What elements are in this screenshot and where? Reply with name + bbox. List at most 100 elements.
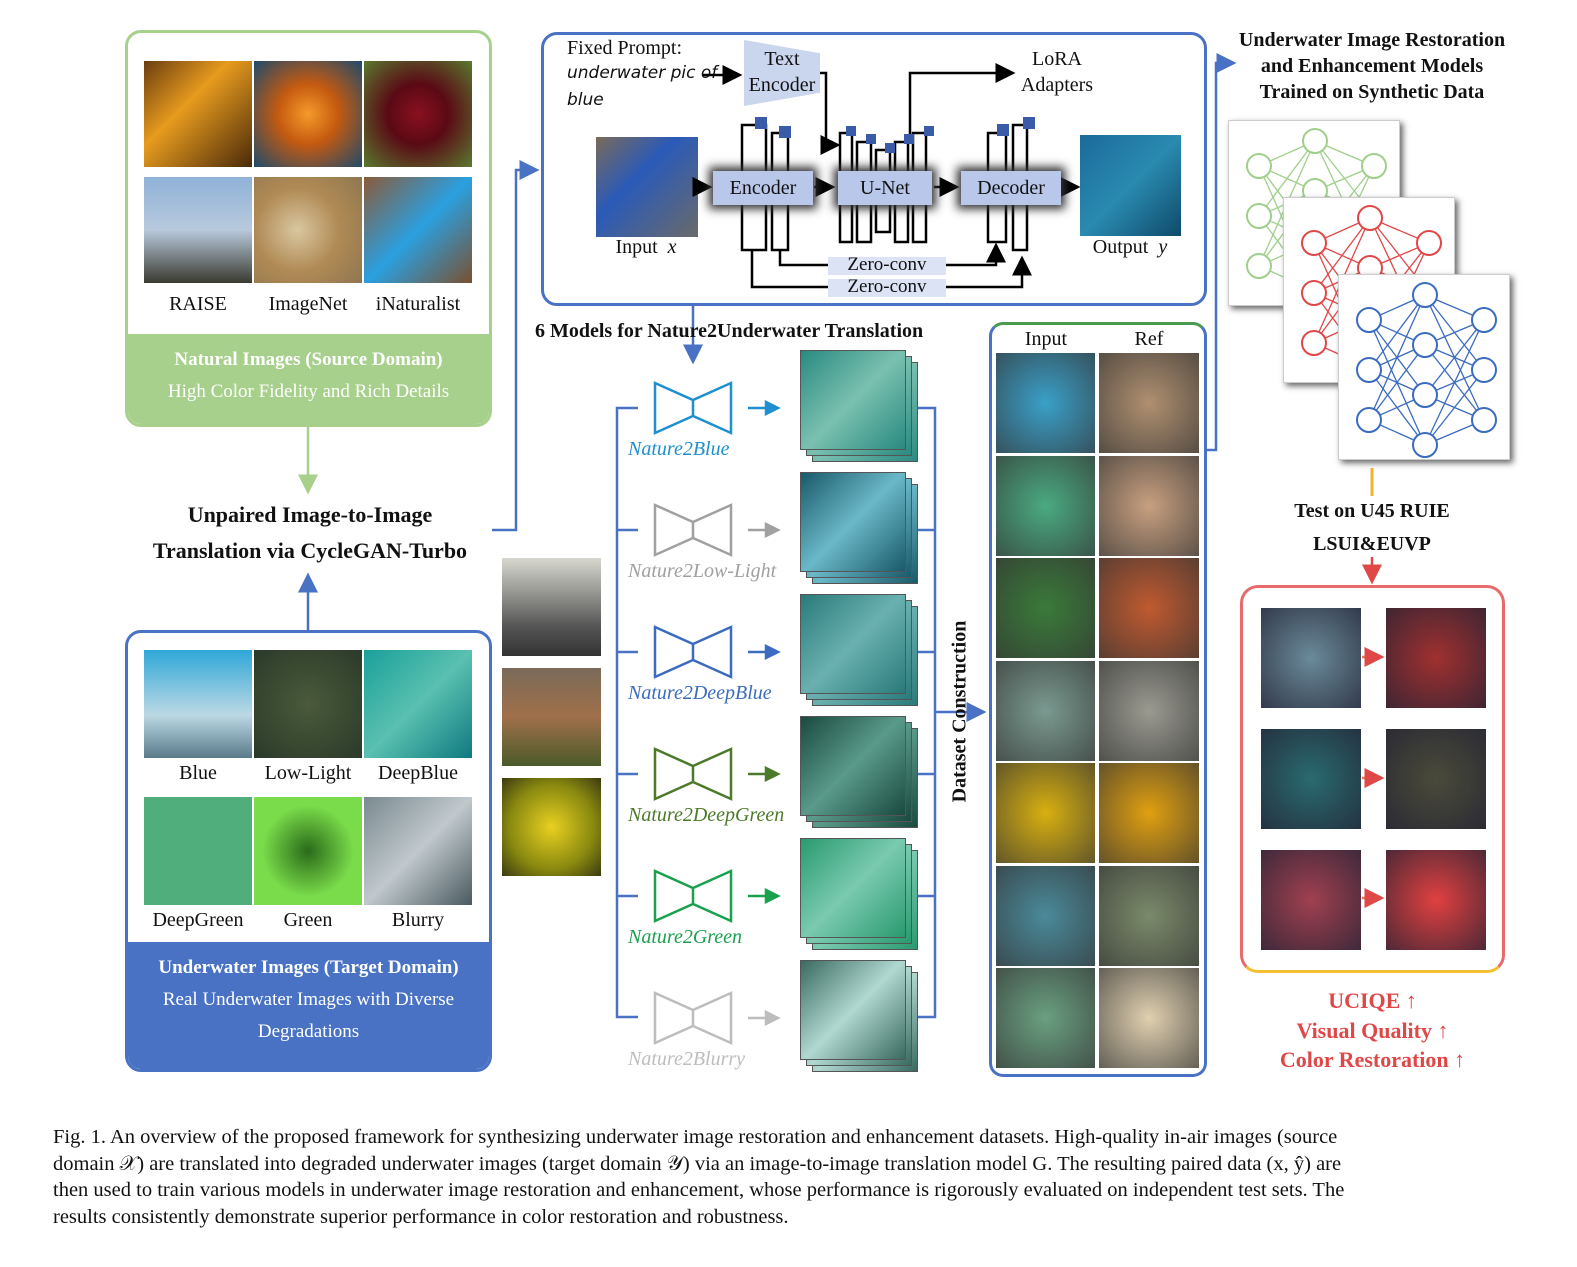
source-image-sun xyxy=(143,60,253,168)
generated-image-stack xyxy=(800,472,918,584)
prompt-text-2: blue xyxy=(567,90,604,110)
ref-image xyxy=(1098,762,1200,864)
sample-image-statue xyxy=(501,557,602,657)
generated-image-stack xyxy=(800,716,918,828)
test-title-2: LSUI&EUVP xyxy=(1313,533,1431,555)
target-image-blurry xyxy=(363,796,473,906)
caption-line: domain 𝒳) are translated into degraded u… xyxy=(53,1152,1342,1175)
zero-conv-2: Zero-conv xyxy=(847,276,927,297)
zero-conv-1: Zero-conv xyxy=(847,254,927,275)
arrow-icon xyxy=(748,643,781,661)
text-encoder-shape xyxy=(744,40,820,106)
generated-image-stack xyxy=(800,350,918,462)
ref-image xyxy=(1098,864,1200,967)
caption-line: then used to train various models in und… xyxy=(53,1179,1345,1201)
bowtie-icon xyxy=(653,747,781,801)
bowtie-icon xyxy=(653,991,781,1045)
input-image xyxy=(995,659,1096,762)
sample-image-ruins xyxy=(501,667,602,767)
sample-image-flowers xyxy=(501,777,602,877)
bowtie-icon xyxy=(653,381,781,435)
text-encoder-2: Encoder xyxy=(748,74,816,96)
unet-block: U-Net xyxy=(838,171,932,205)
ref-image xyxy=(1098,967,1200,1069)
figure-caption: Fig. 1. An overview of the proposed fram… xyxy=(53,1124,1577,1230)
source-image-lizard xyxy=(363,176,473,284)
model-label: Nature2Blue xyxy=(628,438,730,460)
lora-1: LoRA xyxy=(1032,48,1082,70)
architecture-box xyxy=(541,32,1207,306)
degraded-image xyxy=(1260,607,1362,709)
model-label: Nature2Green xyxy=(628,926,743,948)
target-panel-title: Underwater Images (Target Domain) xyxy=(158,957,459,978)
target-domain-panel: Blue Low-Light DeepBlue DeepGreen Green … xyxy=(125,630,492,1072)
target-panel-footer: Underwater Images (Target Domain) Real U… xyxy=(128,942,489,1069)
input-label-text: Input xyxy=(615,236,658,258)
model-label: Nature2DeepBlue xyxy=(628,682,772,704)
source-panel-title: Natural Images (Source Domain) xyxy=(174,349,443,370)
source-panel-footer: Natural Images (Source Domain) High Colo… xyxy=(128,334,489,424)
input-image xyxy=(596,137,698,237)
target-image-deepgreen xyxy=(143,796,253,906)
target-panel-subtitle-1: Real Underwater Images with Diverse xyxy=(162,989,455,1010)
generated-image-stack xyxy=(800,838,918,950)
label-inaturalist: iNaturalist xyxy=(375,293,461,315)
target-image-green xyxy=(253,796,363,906)
caption-line: results consistently demonstrate superio… xyxy=(53,1205,789,1228)
input-image xyxy=(995,864,1096,967)
arrow-icon xyxy=(748,399,781,417)
output-image xyxy=(1080,135,1181,236)
ref-image xyxy=(1098,454,1200,557)
arrow-icon xyxy=(748,521,781,539)
input-var: x xyxy=(667,236,677,258)
label-low-light: Low-Light xyxy=(264,762,352,784)
target-image-deepblue xyxy=(363,649,473,759)
source-image-flower xyxy=(363,60,473,168)
ref-image xyxy=(1098,659,1200,762)
input-image xyxy=(995,352,1096,454)
bowtie-icon xyxy=(653,503,781,557)
model-label: Nature2DeepGreen xyxy=(628,804,785,826)
target-image-blue xyxy=(143,649,253,759)
enhanced-image xyxy=(1385,849,1487,951)
generated-image-stack xyxy=(800,960,918,1072)
bowtie-icon xyxy=(653,625,781,679)
training-title-2: and Enhancement Models xyxy=(1260,55,1484,77)
decoder-block: Decoder xyxy=(961,171,1061,205)
translation-title-2: Translation via CycleGAN-Turbo xyxy=(152,538,468,563)
output-var: y xyxy=(1158,236,1168,258)
dataset-input-header: Input xyxy=(1024,328,1068,350)
dataset-construction-label: Dataset Construction xyxy=(948,620,971,803)
input-image xyxy=(995,762,1096,864)
source-image-windmill xyxy=(143,176,253,284)
generated-image-stack xyxy=(800,594,918,706)
input-image xyxy=(995,557,1096,659)
source-panel-subtitle: High Color Fidelity and Rich Details xyxy=(167,381,450,402)
metric-visual-quality: Visual Quality ↑ xyxy=(1296,1018,1449,1043)
input-image xyxy=(995,454,1096,557)
input-label: Input x xyxy=(596,236,696,259)
encoder-block: Encoder xyxy=(713,171,813,205)
training-title-1: Underwater Image Restoration xyxy=(1238,29,1506,51)
text-encoder-1: Text xyxy=(764,48,800,70)
arrow-icon xyxy=(748,1009,781,1027)
label-deepgreen: DeepGreen xyxy=(152,909,244,931)
label-raise: RAISE xyxy=(169,293,227,315)
translation-title-1: Unpaired Image-to-Image xyxy=(187,502,433,527)
prompt-text-1: underwater pic of xyxy=(567,63,718,83)
training-title-3: Trained on Synthetic Data xyxy=(1259,81,1485,103)
ref-image xyxy=(1098,352,1200,454)
models-title: 6 Models for Nature2Underwater Translati… xyxy=(535,320,924,342)
bowtie-icon xyxy=(653,869,781,923)
label-deepblue: DeepBlue xyxy=(378,762,458,784)
source-image-fish xyxy=(253,60,363,168)
metric-color-restoration: Color Restoration ↑ xyxy=(1279,1047,1466,1072)
dataset-panel xyxy=(989,322,1207,1077)
target-image-lowlight xyxy=(253,649,363,759)
metric-uciqe: UCIQE ↑ xyxy=(1328,988,1417,1013)
output-label: Output y xyxy=(1078,236,1182,259)
neural-network-icon xyxy=(1338,274,1510,460)
model-label: Nature2Low-Light xyxy=(628,560,777,582)
target-panel-subtitle-2: Degradations xyxy=(257,1021,360,1042)
